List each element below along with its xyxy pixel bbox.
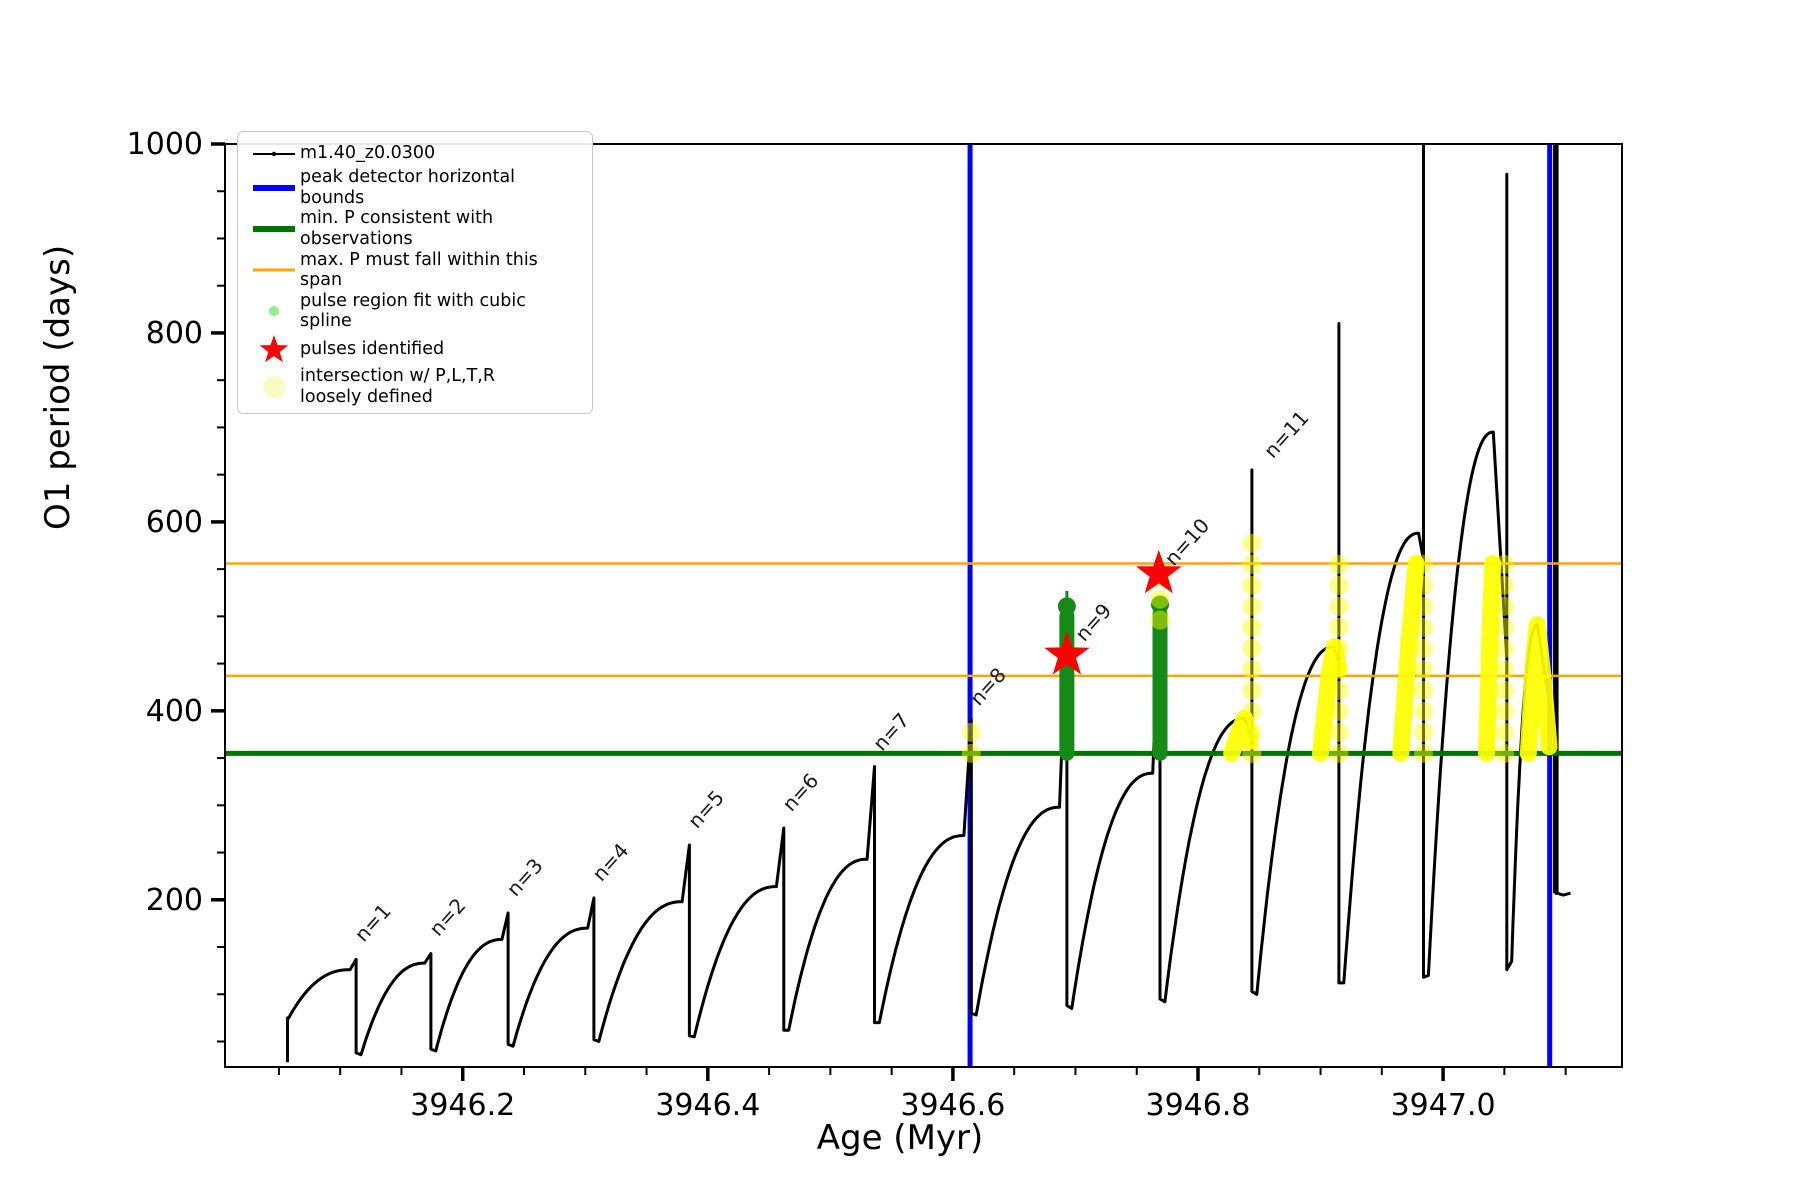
- lightgreen-dot-icon: [248, 303, 300, 319]
- y-tick-label: 600: [146, 505, 203, 540]
- legend-entry-series: m1.40_z0.0300: [248, 140, 582, 167]
- pulse-number-label: n=2: [424, 893, 470, 940]
- yellow-dot-icon: [248, 372, 300, 402]
- legend-entry-spline-fit: pulse region fit with cubic spline: [248, 291, 582, 332]
- legend-entry-max-p: max. P must fall within this span: [248, 250, 582, 291]
- intersection-arc: [1478, 555, 1502, 762]
- x-tick-label: 3947.0: [1391, 1088, 1496, 1123]
- pulse-number-label: n=7: [868, 708, 914, 755]
- pulse-number-label: n=4: [587, 839, 633, 886]
- orange-line-icon: [248, 263, 300, 277]
- intersection-arc: [1519, 616, 1558, 762]
- spline-fit-knot: [1057, 597, 1076, 616]
- legend-label: min. P consistent with observations: [300, 208, 494, 249]
- intersection-arc: [1392, 555, 1425, 762]
- legend-entry-pulses: pulses identified: [248, 332, 582, 366]
- pulse-star-marker: [1136, 549, 1182, 594]
- intersection-arc: [1312, 638, 1347, 762]
- pulse-number-label: n=1: [350, 899, 396, 946]
- pulse-number-label: n=9: [1070, 599, 1116, 646]
- plot-border: [224, 143, 1623, 1068]
- x-tick-label: 3946.6: [900, 1088, 1005, 1123]
- y-tick-label: 400: [146, 694, 203, 729]
- legend-entry-min-p: min. P consistent with observations: [248, 208, 582, 249]
- green-line-icon: [248, 222, 300, 236]
- x-tick-label: 3946.8: [1146, 1088, 1251, 1123]
- x-tick-label: 3946.2: [410, 1088, 515, 1123]
- legend-label: pulse region fit with cubic spline: [300, 290, 526, 332]
- red-star-glyph: [259, 335, 289, 363]
- y-tick-label: 800: [146, 316, 203, 351]
- pulse-number-label: n=3: [502, 854, 548, 901]
- pulse-number-label: n=6: [777, 769, 823, 816]
- x-tick-label: 3946.4: [655, 1088, 760, 1123]
- y-tick-label: 200: [146, 883, 203, 918]
- legend-label: pulses identified: [300, 338, 445, 359]
- series-line-icon: [248, 147, 300, 161]
- x-axis-label: Age (Myr): [816, 1118, 984, 1158]
- pulse-number-label: n=10: [1160, 514, 1215, 571]
- blue-line-icon: [248, 181, 300, 195]
- intersection-arc: [1223, 709, 1259, 762]
- legend-label: max. P must fall within this span: [300, 249, 538, 291]
- spline-fit-knot: [1151, 595, 1170, 614]
- legend-entry-peak-bounds: peak detector horizontal bounds: [248, 167, 582, 208]
- pulse-star-marker: [1044, 631, 1090, 675]
- pulse-period-curve: [286, 144, 1571, 1063]
- pulse-number-label: n=11: [1259, 406, 1314, 463]
- legend-entry-intersection: intersection w/ P,L,T,R loosely defined: [248, 366, 582, 407]
- legend-label: intersection w/ P,L,T,R loosely defined: [300, 366, 495, 407]
- legend: m1.40_z0.0300 peak detector horizontal b…: [237, 131, 593, 415]
- red-star-icon: [248, 332, 300, 366]
- y-axis-label: O1 period (days): [38, 244, 78, 530]
- legend-label: peak detector horizontal bounds: [300, 167, 516, 208]
- y-tick-label: 1000: [127, 127, 203, 162]
- pulse-number-label: n=5: [683, 786, 729, 833]
- legend-label: m1.40_z0.0300: [300, 143, 436, 164]
